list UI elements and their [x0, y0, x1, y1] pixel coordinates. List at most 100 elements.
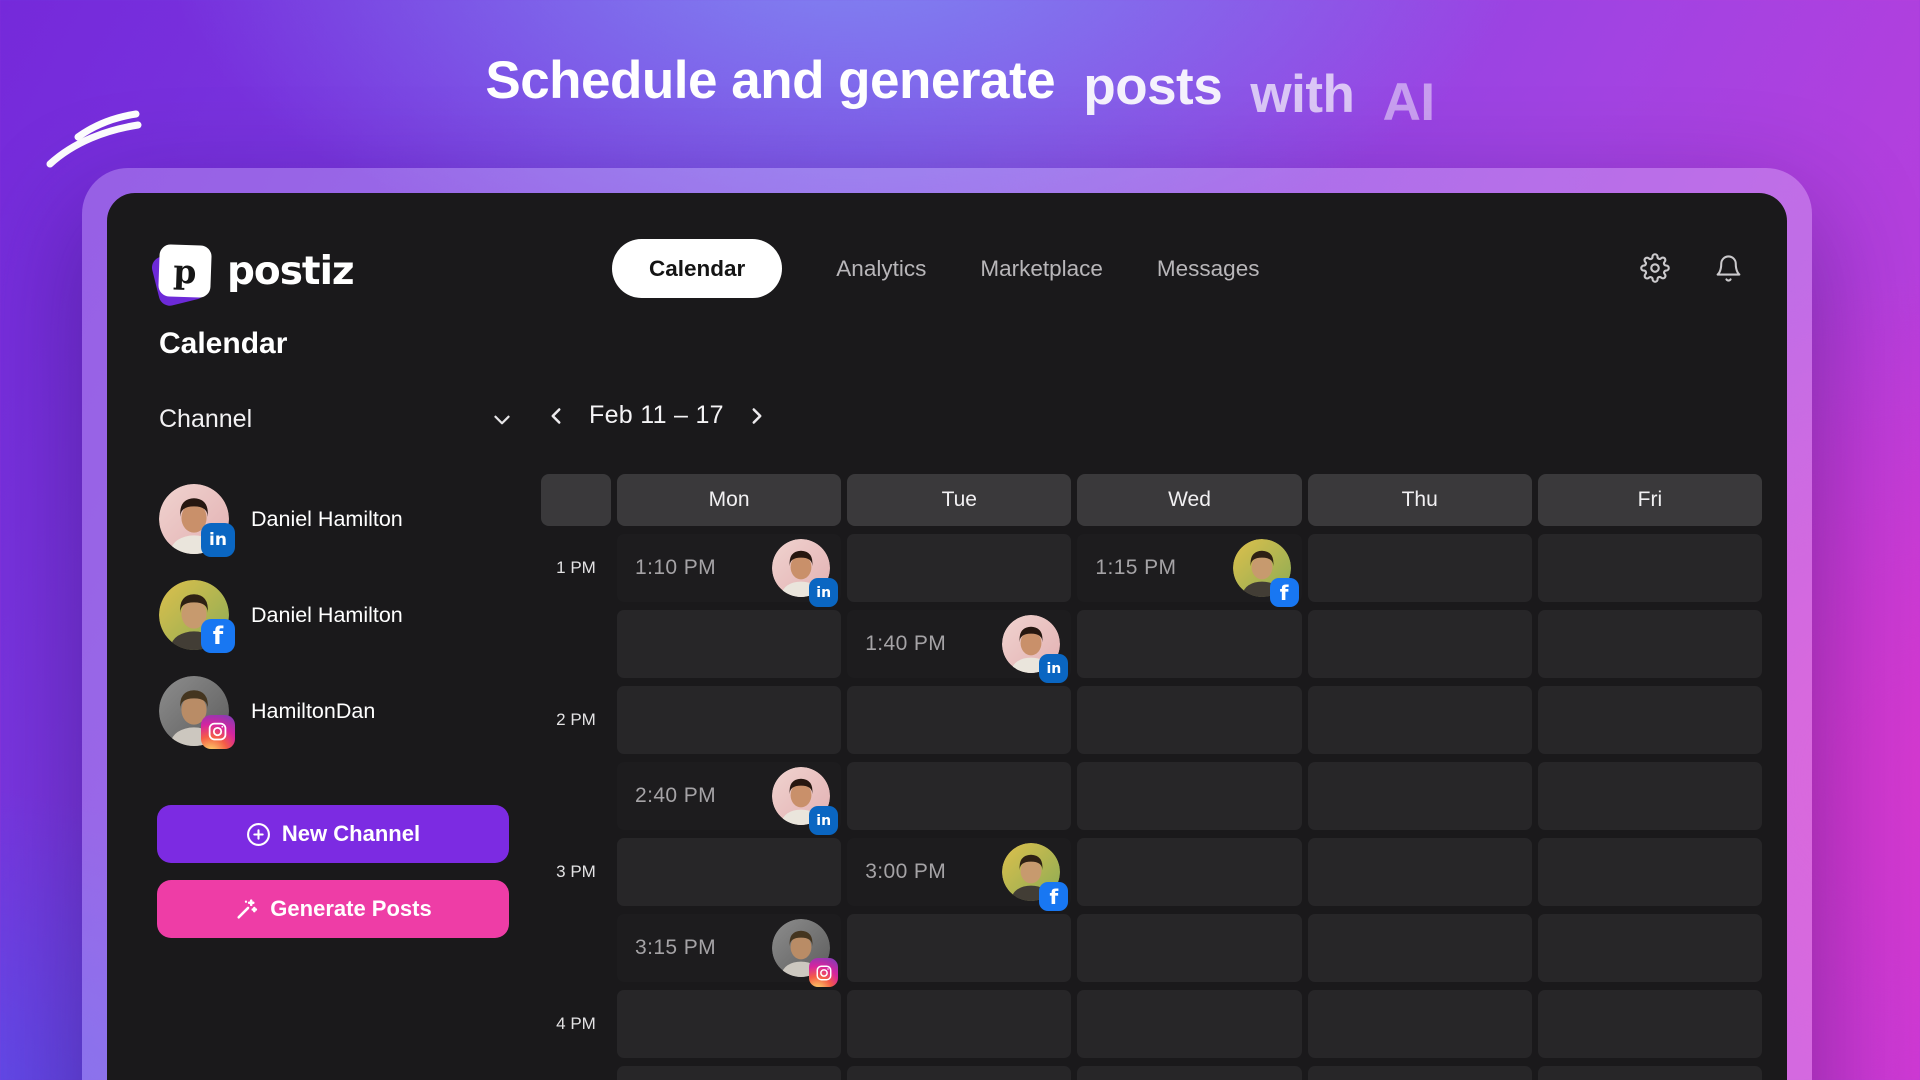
event-time: 1:40 PM	[865, 632, 947, 655]
tab-messages[interactable]: Messages	[1156, 255, 1260, 281]
header-icons	[1640, 253, 1743, 283]
channel-avatar: f	[1002, 843, 1069, 911]
channel-item[interactable]: f Daniel Hamilton	[159, 580, 529, 653]
empty-slot[interactable]	[847, 762, 1072, 830]
tab-analytics[interactable]: Analytics	[836, 255, 927, 281]
prev-week-button[interactable]	[543, 403, 569, 429]
empty-slot[interactable]	[617, 838, 842, 906]
hour-label-spacer	[541, 762, 611, 830]
channel-avatar	[772, 919, 839, 987]
new-channel-label: New Channel	[281, 821, 421, 846]
hero-title-part: with	[1250, 65, 1355, 124]
empty-slot[interactable]	[1307, 534, 1532, 602]
brand-name: postiz	[227, 248, 355, 294]
hour-label-spacer	[541, 1066, 611, 1080]
channel-avatar: in	[159, 484, 235, 557]
empty-slot[interactable]	[1307, 914, 1532, 982]
calendar-event[interactable]: 2:40 PM in	[617, 762, 842, 835]
channel-avatar: in	[1002, 615, 1069, 683]
channel-filter-dropdown[interactable]: Channel	[159, 405, 515, 434]
channel-avatar: in	[772, 539, 839, 607]
empty-slot[interactable]	[617, 610, 842, 678]
empty-slot[interactable]	[847, 686, 1072, 754]
chevron-left-icon	[551, 407, 561, 424]
hour-label: 2 PM	[556, 710, 596, 729]
chevron-right-icon	[752, 407, 762, 424]
hour-label: 1 PM	[556, 558, 596, 577]
empty-slot[interactable]	[1077, 914, 1302, 982]
empty-slot[interactable]	[1077, 762, 1302, 830]
plus-circle-icon	[246, 822, 270, 846]
event-time: 3:15 PM	[635, 936, 717, 959]
calendar-event[interactable]: 3:00 PM f	[847, 838, 1072, 911]
magic-wand-icon	[237, 898, 258, 919]
bell-icon[interactable]	[1714, 254, 1743, 283]
hero-title-part: Schedule and generate	[485, 51, 1056, 110]
linkedin-badge-icon: in	[201, 523, 235, 557]
generate-posts-label: Generate Posts	[270, 896, 432, 921]
gear-icon[interactable]	[1640, 253, 1670, 283]
hour-label-spacer	[541, 914, 611, 982]
event-time: 3:00 PM	[865, 860, 947, 883]
empty-slot[interactable]	[617, 686, 842, 754]
empty-slot[interactable]	[617, 990, 842, 1058]
empty-slot[interactable]	[1307, 610, 1532, 678]
day-header-mon: Mon	[617, 474, 842, 526]
empty-slot[interactable]	[847, 534, 1072, 602]
channel-item[interactable]: HamiltonDan	[159, 676, 529, 749]
hour-label: 3 PM	[556, 862, 596, 881]
new-channel-button[interactable]: New Channel	[157, 805, 509, 863]
empty-slot[interactable]	[1537, 838, 1762, 906]
instagram-badge-icon	[809, 958, 839, 987]
calendar-event[interactable]: 1:40 PM in	[847, 610, 1072, 683]
empty-slot[interactable]	[1307, 838, 1532, 906]
channel-item[interactable]: in Daniel Hamilton	[159, 484, 529, 557]
empty-slot[interactable]	[1537, 1066, 1762, 1080]
empty-slot[interactable]	[1307, 686, 1532, 754]
empty-slot[interactable]	[1307, 762, 1532, 830]
empty-slot[interactable]	[1077, 990, 1302, 1058]
week-navigator: Feb 11 – 17	[543, 401, 770, 430]
empty-slot[interactable]	[847, 990, 1072, 1058]
event-time: 1:15 PM	[1095, 556, 1177, 579]
empty-slot[interactable]	[1537, 610, 1762, 678]
generate-posts-button[interactable]: Generate Posts	[157, 880, 509, 938]
hero-title-part: posts	[1083, 57, 1223, 116]
day-header-thu: Thu	[1307, 474, 1532, 526]
empty-slot[interactable]	[1537, 534, 1762, 602]
empty-slot[interactable]	[1307, 1066, 1532, 1080]
event-time: 2:40 PM	[635, 784, 717, 807]
channel-avatar	[159, 676, 235, 749]
calendar-event[interactable]: 1:10 PM in	[617, 534, 842, 607]
calendar-event[interactable]: 1:15 PM f	[1077, 534, 1302, 607]
postiz-logo[interactable]: p postiz	[149, 244, 355, 309]
tab-marketplace[interactable]: Marketplace	[980, 255, 1103, 281]
empty-slot[interactable]	[1537, 914, 1762, 982]
channel-name: Daniel Hamilton	[251, 602, 403, 627]
hour-label-spacer	[541, 610, 611, 678]
empty-slot[interactable]	[847, 1066, 1072, 1080]
empty-slot[interactable]	[1537, 686, 1762, 754]
hour-label: 4 PM	[556, 1014, 596, 1033]
day-header-tue: Tue	[847, 474, 1072, 526]
linkedin-badge-icon: in	[809, 578, 839, 607]
next-week-button[interactable]	[744, 403, 770, 429]
event-time: 1:10 PM	[635, 556, 717, 579]
empty-slot[interactable]	[847, 914, 1072, 982]
empty-slot[interactable]	[1537, 762, 1762, 830]
empty-slot[interactable]	[617, 1066, 842, 1080]
facebook-badge-icon: f	[1039, 882, 1069, 911]
facebook-badge-icon: f	[1269, 578, 1299, 607]
app-window: p postiz Calendar Analytics Marketplace …	[107, 193, 1787, 1080]
channel-name: HamiltonDan	[251, 698, 376, 723]
empty-slot[interactable]	[1307, 990, 1532, 1058]
tab-calendar[interactable]: Calendar	[612, 239, 783, 298]
empty-slot[interactable]	[1077, 610, 1302, 678]
calendar-event[interactable]: 3:15 PM	[617, 914, 842, 987]
swoosh-doodle-icon	[46, 110, 142, 168]
grid-corner-cell	[541, 474, 611, 526]
empty-slot[interactable]	[1077, 838, 1302, 906]
empty-slot[interactable]	[1537, 990, 1762, 1058]
empty-slot[interactable]	[1077, 1066, 1302, 1080]
empty-slot[interactable]	[1077, 686, 1302, 754]
